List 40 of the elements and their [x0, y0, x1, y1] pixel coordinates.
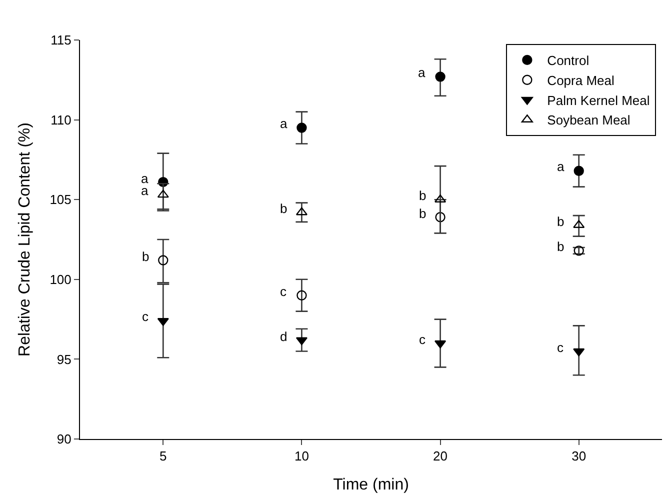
annotation: a: [557, 159, 565, 174]
annotation: b: [557, 239, 564, 254]
x-tick-label: 5: [160, 448, 167, 464]
point: [435, 72, 446, 82]
annotation: a: [418, 65, 426, 80]
y-tick-label: 90: [56, 432, 72, 447]
legend-label: Copra Meal: [547, 72, 614, 88]
y-tick-label: 100: [50, 272, 72, 287]
annotation: d: [280, 329, 288, 344]
x-tick-label: 10: [294, 448, 309, 464]
annotation: c: [419, 332, 426, 347]
x-tick-label: 20: [433, 448, 448, 464]
y-tick-label: 105: [50, 192, 72, 208]
annotation: b: [280, 201, 288, 216]
point: [573, 348, 585, 356]
point: [157, 190, 169, 198]
annotation: b: [419, 188, 426, 203]
annotation: a: [280, 116, 288, 131]
annotation: b: [419, 206, 426, 221]
annotation: c: [557, 340, 564, 355]
point: [158, 255, 168, 266]
point: [574, 166, 584, 176]
x-tick-label: 30: [572, 448, 586, 464]
annotation: c: [280, 284, 287, 299]
annotation: a: [141, 171, 149, 186]
y-tick-label: 110: [50, 112, 72, 128]
annotation: a: [141, 183, 149, 198]
legend-label: Soybean Meal: [547, 112, 630, 128]
annotation: b: [142, 249, 150, 264]
point: [296, 290, 307, 300]
legend-label: Palm Kernel Meal: [547, 92, 650, 108]
y-axis-title: Relative Crude Lipid Content (%): [16, 122, 34, 356]
y-tick-label: 95: [56, 352, 72, 367]
y-tick-label: 115: [50, 32, 72, 48]
x-axis-title: Time (min): [333, 476, 409, 494]
annotation: c: [142, 309, 149, 324]
point: [296, 122, 307, 133]
point: [435, 212, 446, 222]
legend-label: Control: [547, 53, 590, 68]
annotation: b: [557, 214, 564, 229]
